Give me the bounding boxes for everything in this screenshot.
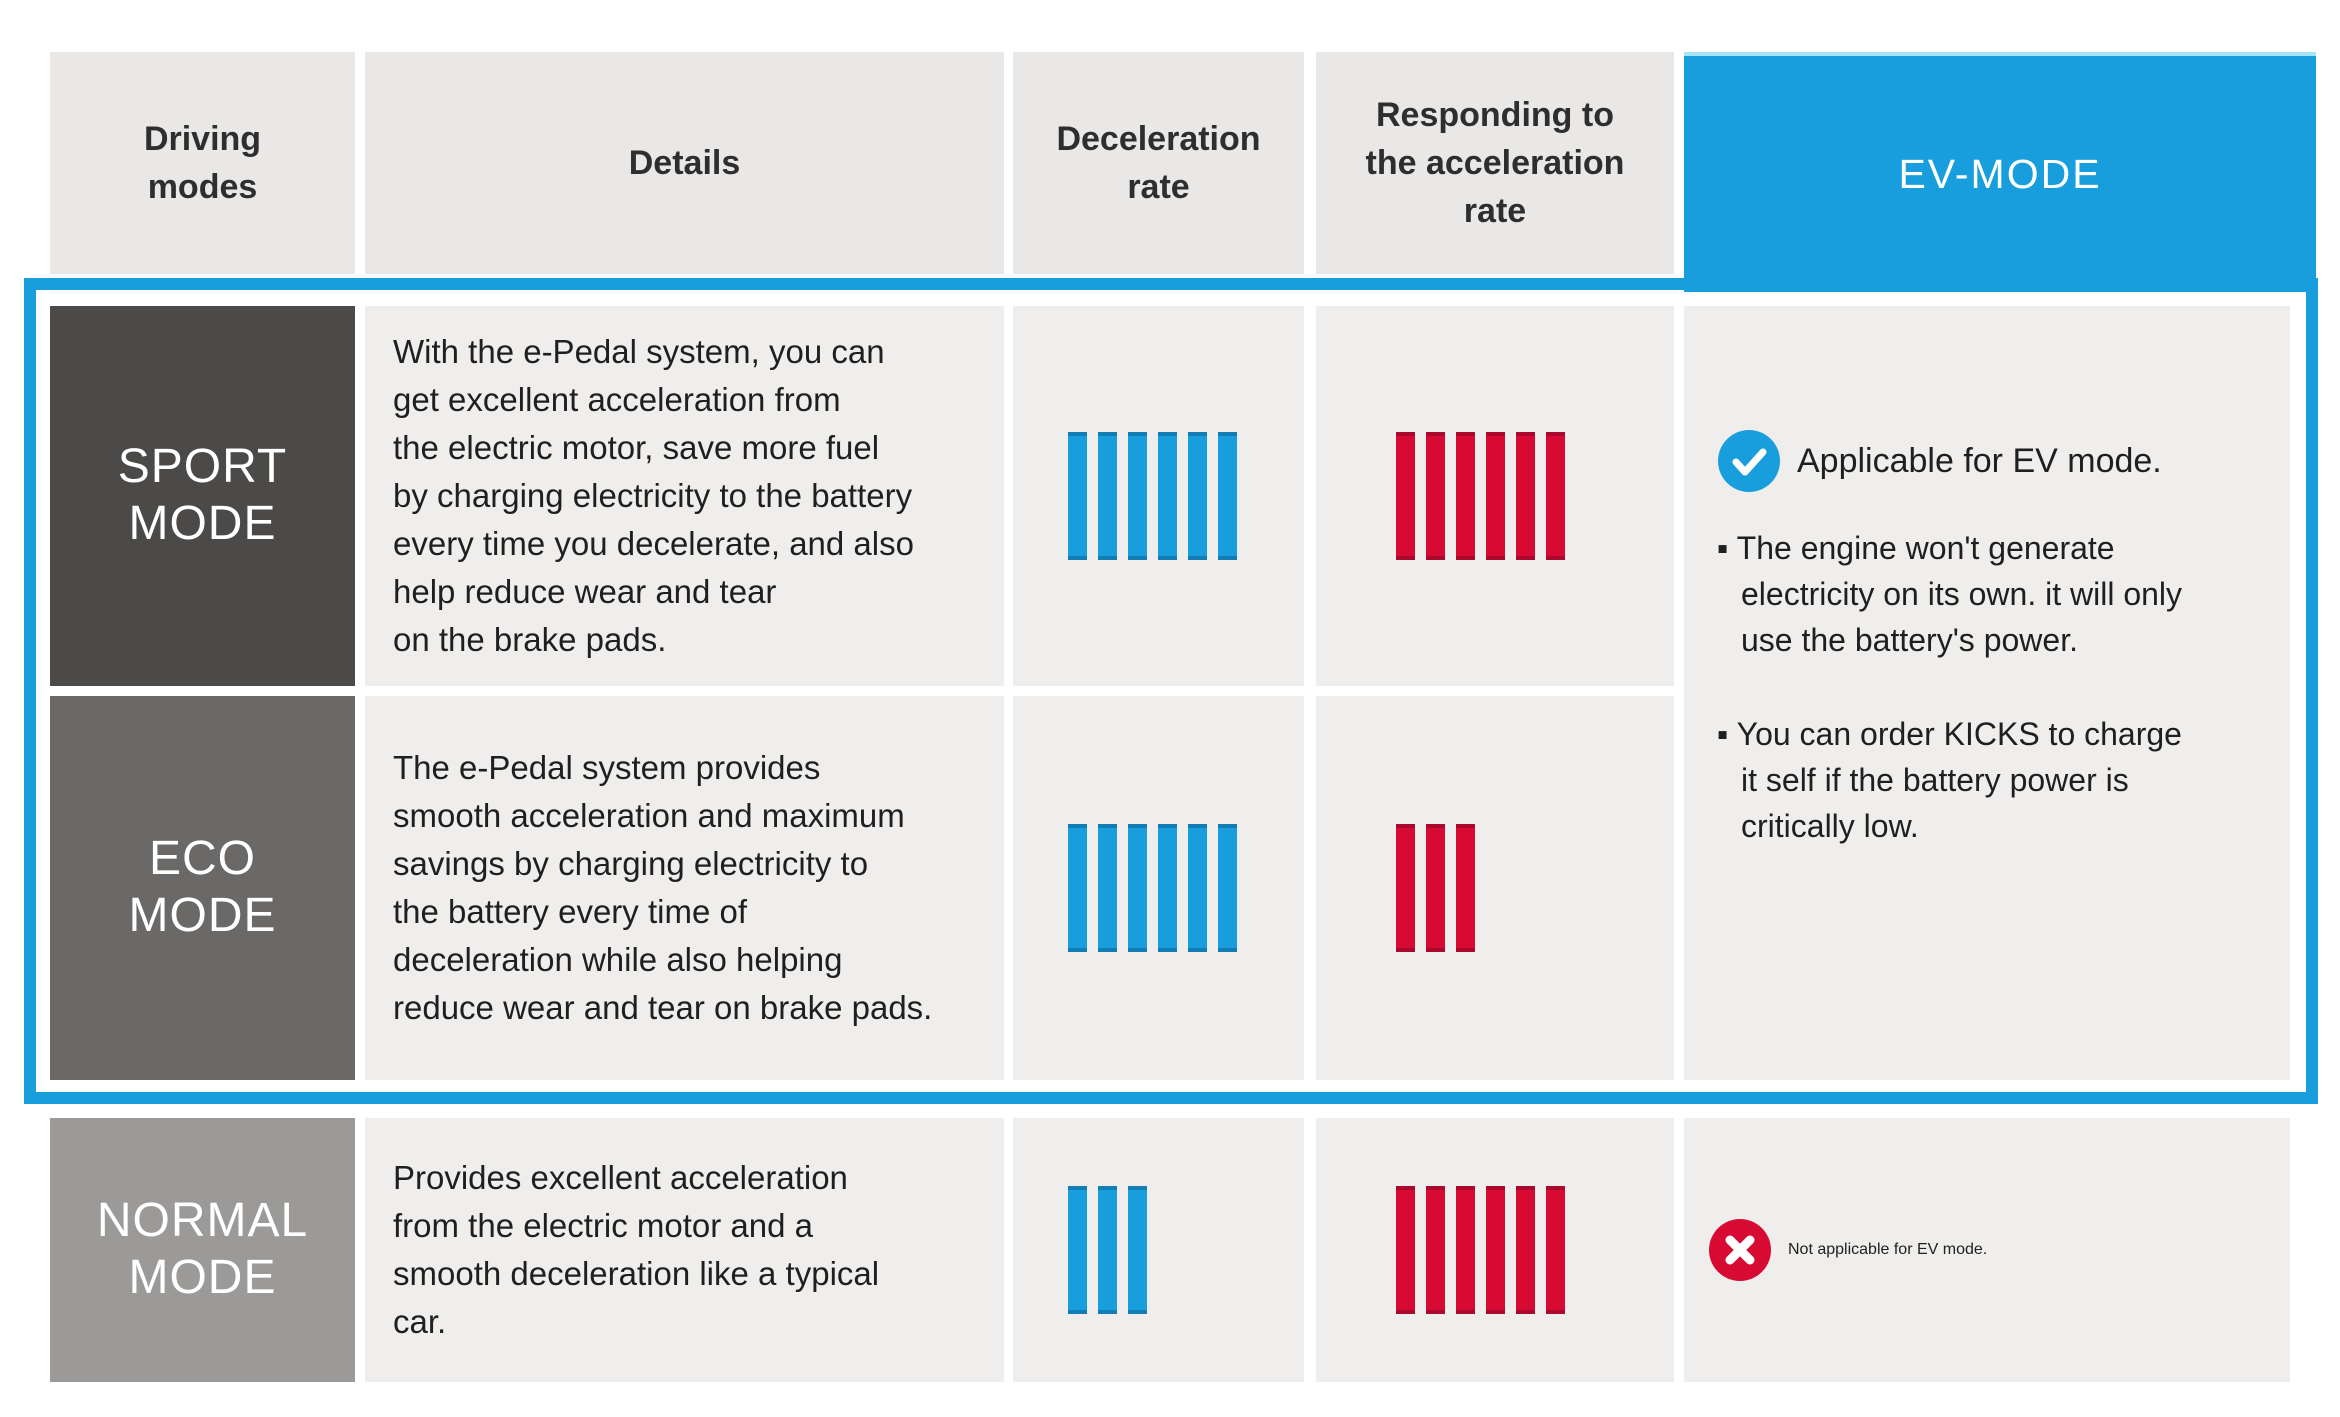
rate-bar xyxy=(1516,432,1535,560)
header-driving-modes: Driving modes xyxy=(50,52,355,274)
header-details: Details xyxy=(365,52,1004,274)
ev-applicable-text: Applicable for EV mode. xyxy=(1797,441,2162,480)
rate-bar xyxy=(1426,1186,1445,1314)
details-sport: With the e-Pedal system, you can get exc… xyxy=(365,306,1004,686)
acceleration-rate-bars-sport xyxy=(1396,432,1565,560)
ev-applicable-row: Applicable for EV mode. xyxy=(1717,429,2264,493)
rate-bar xyxy=(1158,824,1177,952)
rate-bar xyxy=(1098,824,1117,952)
acceleration-rate-bars-eco xyxy=(1396,824,1475,952)
rate-bar xyxy=(1068,1186,1087,1314)
rate-bar xyxy=(1456,824,1475,952)
acceleration-cell-normal xyxy=(1316,1118,1674,1382)
mode-label-sport: SPORT MODE xyxy=(50,306,355,686)
ev-note-kicks: ▪ You can order KICKS to charge it self … xyxy=(1717,716,2182,844)
ev-note-engine: ▪ The engine won't generate electricity … xyxy=(1717,530,2183,658)
rate-bar xyxy=(1128,824,1147,952)
rate-bar xyxy=(1456,432,1475,560)
rate-bar xyxy=(1546,432,1565,560)
acceleration-rate-bars-normal xyxy=(1396,1186,1565,1314)
rate-bar xyxy=(1396,824,1415,952)
header-deceleration-rate: Deceleration rate xyxy=(1013,52,1304,274)
rate-bar xyxy=(1396,432,1415,560)
header-responding-rate: Responding to the acceleration rate xyxy=(1316,52,1674,274)
rate-bar xyxy=(1188,824,1207,952)
rate-bar xyxy=(1158,432,1177,560)
ev-mode-cell-epedal: Applicable for EV mode. ▪ The engine won… xyxy=(1684,306,2290,1080)
mode-label-eco: ECO MODE xyxy=(50,696,355,1080)
rate-bar xyxy=(1128,432,1147,560)
ev-not-applicable-text: Not applicable for EV mode. xyxy=(1788,1241,1988,1258)
rate-bar xyxy=(1456,1186,1475,1314)
deceleration-cell-normal xyxy=(1013,1118,1304,1382)
rate-bar xyxy=(1098,1186,1117,1314)
acceleration-cell-eco xyxy=(1316,696,1674,1080)
rate-bar xyxy=(1068,824,1087,952)
rate-bar xyxy=(1218,824,1237,952)
rate-bar xyxy=(1546,1186,1565,1314)
rate-bar xyxy=(1218,432,1237,560)
acceleration-cell-sport xyxy=(1316,306,1674,686)
ev-mode-cell-normal: Not applicable for EV mode. xyxy=(1684,1118,2290,1382)
rate-bar xyxy=(1486,432,1505,560)
details-eco: The e-Pedal system provides smooth accel… xyxy=(365,696,1004,1080)
header-ev-mode: EV-MODE xyxy=(1684,52,2316,292)
deceleration-cell-eco xyxy=(1013,696,1304,1080)
deceleration-rate-bars-sport xyxy=(1068,432,1237,560)
rate-bar xyxy=(1068,432,1087,560)
cross-icon xyxy=(1709,1219,1771,1281)
rate-bar xyxy=(1486,1186,1505,1314)
rate-bar xyxy=(1188,432,1207,560)
deceleration-rate-bars-eco xyxy=(1068,824,1237,952)
mode-label-normal: NORMAL MODE xyxy=(50,1118,355,1382)
rate-bar xyxy=(1396,1186,1415,1314)
details-normal: Provides excellent acceleration from the… xyxy=(365,1118,1004,1382)
rate-bar xyxy=(1128,1186,1147,1314)
deceleration-cell-sport xyxy=(1013,306,1304,686)
rate-bar xyxy=(1098,432,1117,560)
rate-bar xyxy=(1516,1186,1535,1314)
rate-bar xyxy=(1426,824,1445,952)
rate-bar xyxy=(1426,432,1445,560)
check-icon xyxy=(1718,430,1780,492)
deceleration-rate-bars-normal xyxy=(1068,1186,1147,1314)
